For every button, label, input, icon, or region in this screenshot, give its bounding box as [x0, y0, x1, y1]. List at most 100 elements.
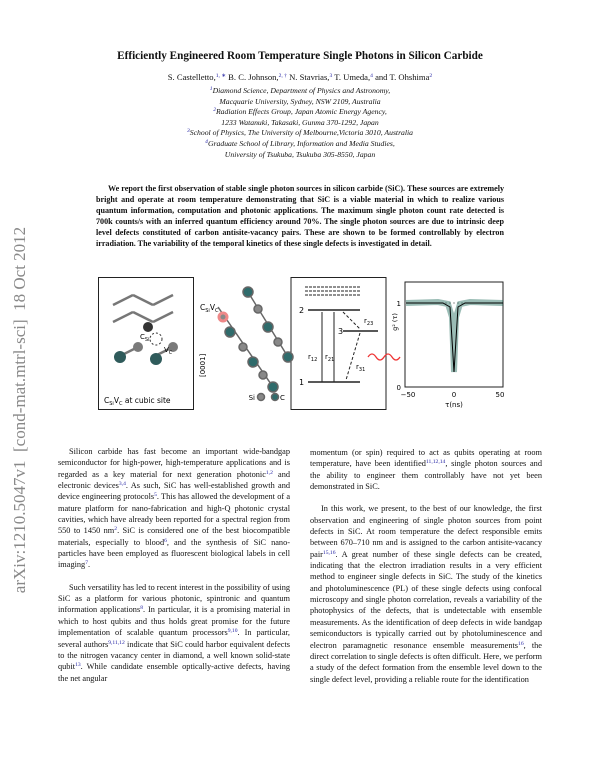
affiliation-text: Diamond Science, Department of Physics a…: [212, 86, 391, 95]
authors: S. Castelletto,1, ∗ B. C. Johnson,2, † N…: [60, 72, 540, 82]
text-run: . A great number of these single defects…: [310, 549, 542, 650]
label: CSi: [140, 333, 149, 343]
rate-label: r31: [356, 363, 365, 373]
affiliation-line: 3School of Physics, The University of Me…: [60, 128, 540, 139]
affiliation-text: University of Tsukuba, Tsukuba 305-8550,…: [224, 149, 376, 159]
text-run: T. Umeda,: [332, 72, 371, 82]
level-label: 2: [299, 306, 304, 315]
legend-label: Si: [249, 394, 255, 402]
rate-label: r23: [364, 317, 373, 327]
affiliation-line: 1233 Watanuki, Takasaki, Gunma 370-1292,…: [60, 118, 540, 129]
citation: 5: [154, 492, 157, 499]
plot-frame: [404, 281, 504, 388]
photon-wave: [367, 353, 401, 361]
citation: 16: [518, 640, 524, 647]
direction-label: [0001]: [199, 353, 207, 377]
rate-label: r12: [308, 353, 317, 363]
affiliation-text: Macquarie University, Sydney, NSW 2109, …: [219, 96, 381, 106]
affiliation-line: Macquarie University, Sydney, NSW 2109, …: [60, 97, 540, 108]
affiliation-text: Radiation Effects Group, Japan Atomic En…: [215, 107, 387, 117]
text-run: and electronic devices: [58, 469, 290, 491]
panel-frame: [290, 277, 387, 410]
affiliation-line: University of Tsukuba, Tsukuba 305-8550,…: [60, 150, 540, 161]
text-run: . In particular, it is a promising mater…: [58, 605, 290, 638]
level-label: 3: [338, 327, 343, 336]
text-run: N. Stavrias,: [286, 72, 330, 82]
citation: 4: [370, 73, 373, 79]
abstract: We report the first observation of stabl…: [96, 184, 504, 249]
y-label: g² (τ): [391, 313, 399, 331]
citation: 3,4: [118, 481, 126, 488]
text-run: S. Castelletto,: [167, 72, 216, 82]
text-run: indicate that SiC could harbor equivalen…: [58, 639, 291, 672]
text-run: , single photon sources and the ability …: [310, 459, 542, 492]
text-run: momentum (or spin) required to act as qu…: [310, 448, 542, 469]
y-tick-label: 0: [397, 384, 401, 392]
atom-chain: [217, 286, 294, 402]
citation: 2: [114, 526, 118, 533]
text-run: . In particular, several authors: [58, 628, 291, 649]
fit-curve: [406, 302, 503, 373]
energy-levels: [305, 286, 378, 383]
citation: 1, ∗: [215, 73, 227, 79]
paragraph: Silicon carbide has fast become an impor…: [58, 446, 290, 571]
paragraph: momentum (or spin) required to act as qu…: [310, 447, 542, 492]
citation: 1,2: [265, 469, 273, 476]
citation: 2, †: [278, 73, 287, 79]
title: Efficiently Engineered Room Temperature …: [117, 50, 483, 62]
text-run: , and the synthesis of SiC nano-particle…: [58, 537, 290, 570]
affiliation-number: 4: [205, 138, 208, 145]
x-tick-label: −50: [401, 391, 416, 399]
affiliations: 1Diamond Science, Department of Physics …: [60, 86, 540, 160]
affiliation-number: 3: [186, 128, 190, 135]
x-label: τ(ns): [445, 401, 463, 409]
y-tick-label: 1: [397, 300, 401, 308]
text-run: In this work, we present, to the best of…: [310, 504, 542, 559]
text-run: B. C. Johnson,: [226, 72, 279, 82]
level-label: 1: [299, 378, 304, 387]
affiliation-line: 4Graduate School of Library, Information…: [60, 139, 540, 150]
crystal-structure: [112, 293, 178, 365]
left-column: Silicon carbide has fast become an impor…: [58, 446, 290, 695]
citation: 3: [329, 73, 333, 79]
label: VC: [164, 346, 173, 356]
affiliation-text: School of Physics, The University of Mel…: [189, 128, 414, 138]
affiliation-number: 2: [213, 107, 216, 114]
citation: 9,11,12: [108, 639, 125, 646]
text-run: . This has allowed the development of a …: [58, 492, 290, 536]
caption: CSiVC at cubic site: [104, 396, 171, 407]
text-run: and T. Ohshima: [372, 72, 430, 82]
x-tick-label: 50: [496, 391, 505, 399]
citation: 7: [85, 560, 88, 567]
arxiv-stamp: arXiv:1210.5047v1 [cond-mat.mtrl-sci] 18…: [10, 226, 29, 594]
text-run: . While candidate ensemble optically-act…: [58, 662, 290, 683]
affiliation-text: 1233 Watanuki, Takasaki, Gunma 370-1292,…: [221, 117, 379, 127]
affiliation-text: Graduate School of Library, Information …: [207, 138, 395, 148]
citation: 8: [140, 605, 143, 612]
citation: 11,12,14: [425, 459, 446, 466]
citation: 15,16: [322, 549, 336, 556]
text-run: . SiC is considered one of the best bioc…: [58, 526, 291, 547]
affiliation-line: 2Radiation Effects Group, Japan Atomic E…: [60, 107, 540, 118]
right-column: momentum (or spin) required to act as qu…: [310, 447, 542, 696]
text-run: .: [88, 560, 91, 570]
panel-frame: [98, 277, 194, 410]
text-run: Silicon carbide has fast become an impor…: [58, 447, 290, 479]
affiliation-line: 1Diamond Science, Department of Physics …: [60, 86, 540, 97]
text-run: Such versatility has led to recent inter…: [58, 582, 290, 615]
legend-label: C: [280, 394, 285, 402]
text-run: . As such, SiC has well-established grow…: [58, 481, 290, 502]
citation: 9,10: [227, 628, 238, 635]
rate-label: r21: [325, 353, 334, 363]
citation: 2: [429, 73, 433, 79]
figure: CSi VC CSiVC at cubic site CSiVC [0001] …: [98, 277, 505, 410]
x-tick-label: 0: [452, 391, 456, 399]
label: CSiVC: [200, 303, 219, 314]
citation: 13: [75, 662, 81, 669]
paragraph: In this work, we present, to the best of…: [310, 503, 542, 685]
paragraph: Such versatility has led to recent inter…: [58, 582, 290, 684]
text-run: , the direct correlation to single defec…: [310, 640, 542, 684]
citation: 6: [164, 537, 167, 544]
affiliation-number: 1: [209, 86, 213, 92]
